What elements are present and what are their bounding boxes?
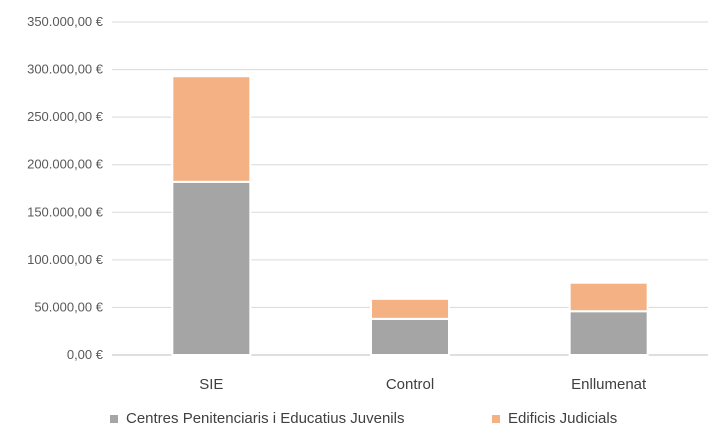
x-category-label: SIE [199, 376, 223, 393]
bar-segment-enllumenat-edificis [568, 281, 649, 313]
x-category-label: Enllumenat [571, 376, 647, 393]
y-tick-label: 150.000,00 € [27, 204, 104, 219]
legend-label-centres: Centres Penitenciaris i Educatius Juveni… [126, 410, 405, 427]
y-tick-label: 100.000,00 € [27, 252, 104, 267]
legend-item-centres: Centres Penitenciaris i Educatius Juveni… [110, 410, 404, 427]
bar-segment-control-edificis [370, 297, 450, 320]
x-category-label: Control [386, 376, 434, 393]
y-tick-label: 250.000,00 € [27, 109, 104, 124]
legend-swatch-edificis [492, 414, 500, 423]
y-tick-label: 50.000,00 € [34, 299, 103, 314]
legend: Centres Penitenciaris i Educatius Juveni… [0, 410, 711, 432]
y-tick-label: 350.000,00 € [27, 14, 104, 29]
legend-item-edificis: Edificis Judicials [492, 410, 617, 427]
bar-segment-sie-centres [171, 180, 252, 356]
y-tick-label: 0,00 € [67, 347, 104, 362]
y-tick-label: 200.000,00 € [27, 157, 104, 172]
bar-segment-sie-edificis [171, 75, 252, 183]
stacked-bar-chart: 0,00 € 50.000,00 € 100.000,00 € 150.000,00 … [27, 14, 708, 393]
bar-segment-control-centres [370, 317, 450, 356]
bar-segment-enllumenat-centres [568, 310, 649, 356]
y-tick-label: 300.000,00 € [27, 62, 104, 77]
legend-label-edificis: Edificis Judicials [508, 410, 618, 427]
legend-swatch-centres [110, 414, 118, 423]
